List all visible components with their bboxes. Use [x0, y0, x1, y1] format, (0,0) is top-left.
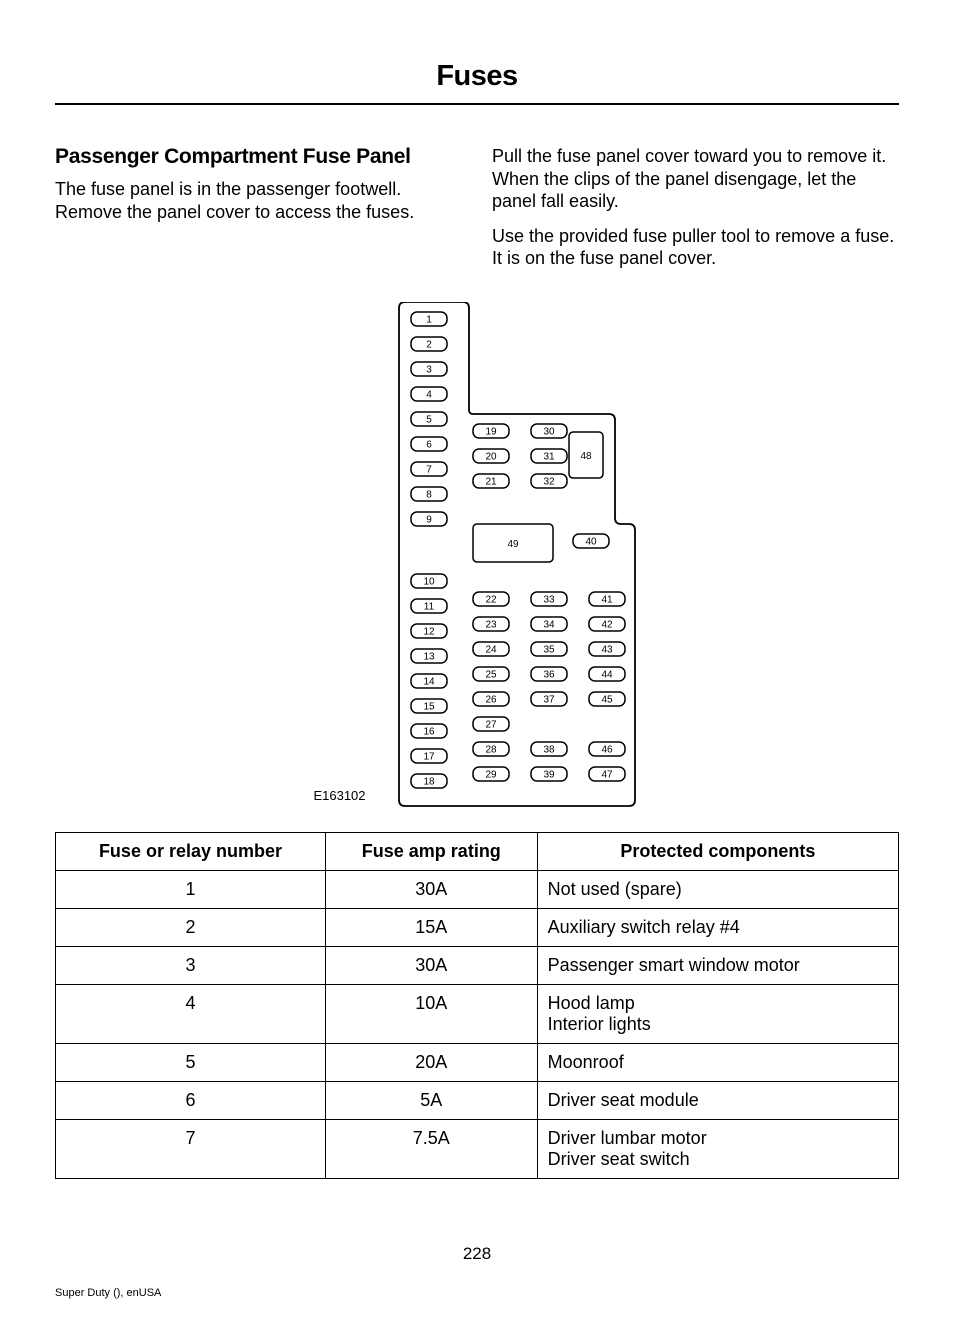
svg-text:4: 4 — [426, 389, 432, 400]
cell-fuse-rating: 10A — [325, 984, 537, 1043]
svg-text:5: 5 — [426, 414, 432, 425]
svg-text:20: 20 — [485, 451, 497, 462]
cell-fuse-rating: 20A — [325, 1043, 537, 1081]
svg-text:13: 13 — [423, 651, 435, 662]
diagram-reference: E163102 — [313, 788, 365, 807]
table-row: 520AMoonroof — [56, 1043, 899, 1081]
page-title: Fuses — [55, 60, 899, 105]
svg-text:42: 42 — [601, 619, 613, 630]
footer-text: Super Duty (), enUSA — [55, 1287, 161, 1299]
svg-text:24: 24 — [485, 644, 497, 655]
svg-text:31: 31 — [543, 451, 555, 462]
left-column: Passenger Compartment Fuse Panel The fus… — [55, 145, 462, 282]
cell-fuse-rating: 15A — [325, 908, 537, 946]
cell-fuse-number: 6 — [56, 1081, 326, 1119]
svg-text:18: 18 — [423, 776, 435, 787]
svg-text:1: 1 — [426, 314, 432, 325]
svg-text:23: 23 — [485, 619, 497, 630]
svg-text:28: 28 — [485, 744, 497, 755]
cell-components: Not used (spare) — [537, 870, 898, 908]
fuse-panel-diagram: 1234567891011121314151617181930203121324… — [381, 302, 641, 807]
cell-fuse-rating: 7.5A — [325, 1119, 537, 1178]
svg-text:7: 7 — [426, 464, 432, 475]
two-column-intro: Passenger Compartment Fuse Panel The fus… — [55, 145, 899, 282]
table-row: 130ANot used (spare) — [56, 870, 899, 908]
svg-text:41: 41 — [601, 594, 613, 605]
cell-components: Driver lumbar motorDriver seat switch — [537, 1119, 898, 1178]
svg-text:38: 38 — [543, 744, 555, 755]
cell-components: Moonroof — [537, 1043, 898, 1081]
svg-text:27: 27 — [485, 719, 497, 730]
svg-text:10: 10 — [423, 576, 435, 587]
svg-text:46: 46 — [601, 744, 613, 755]
svg-text:9: 9 — [426, 514, 432, 525]
svg-text:40: 40 — [585, 536, 597, 547]
svg-text:19: 19 — [485, 426, 497, 437]
cell-components: Driver seat module — [537, 1081, 898, 1119]
svg-text:25: 25 — [485, 669, 497, 680]
svg-text:35: 35 — [543, 644, 555, 655]
svg-text:22: 22 — [485, 594, 497, 605]
cell-components: Hood lampInterior lights — [537, 984, 898, 1043]
cell-fuse-number: 3 — [56, 946, 326, 984]
svg-text:12: 12 — [423, 626, 435, 637]
left-paragraph: The fuse panel is in the passenger footw… — [55, 178, 462, 223]
page-number: 228 — [0, 1244, 954, 1264]
right-paragraph-1: Pull the fuse panel cover toward you to … — [492, 145, 899, 213]
right-paragraph-2: Use the provided fuse puller tool to rem… — [492, 225, 899, 270]
svg-text:14: 14 — [423, 676, 435, 687]
cell-fuse-number: 5 — [56, 1043, 326, 1081]
svg-text:26: 26 — [485, 694, 497, 705]
cell-fuse-rating: 5A — [325, 1081, 537, 1119]
table-row: 215AAuxiliary switch relay #4 — [56, 908, 899, 946]
svg-text:6: 6 — [426, 439, 432, 450]
svg-text:2: 2 — [426, 339, 432, 350]
svg-text:44: 44 — [601, 669, 613, 680]
svg-text:47: 47 — [601, 769, 613, 780]
svg-text:30: 30 — [543, 426, 555, 437]
cell-fuse-rating: 30A — [325, 870, 537, 908]
table-row: 410AHood lampInterior lights — [56, 984, 899, 1043]
table-row: 65ADriver seat module — [56, 1081, 899, 1119]
svg-text:21: 21 — [485, 476, 497, 487]
fuse-table: Fuse or relay number Fuse amp rating Pro… — [55, 832, 899, 1179]
svg-text:17: 17 — [423, 751, 435, 762]
svg-text:33: 33 — [543, 594, 555, 605]
svg-text:3: 3 — [426, 364, 432, 375]
svg-text:8: 8 — [426, 489, 432, 500]
right-column: Pull the fuse panel cover toward you to … — [492, 145, 899, 282]
svg-text:34: 34 — [543, 619, 555, 630]
svg-text:45: 45 — [601, 694, 613, 705]
table-row: 77.5ADriver lumbar motorDriver seat swit… — [56, 1119, 899, 1178]
svg-text:29: 29 — [485, 769, 497, 780]
cell-fuse-number: 7 — [56, 1119, 326, 1178]
svg-text:11: 11 — [423, 601, 434, 612]
svg-text:37: 37 — [543, 694, 555, 705]
table-row: 330APassenger smart window motor — [56, 946, 899, 984]
col-header-components: Protected components — [537, 832, 898, 870]
cell-fuse-number: 1 — [56, 870, 326, 908]
svg-text:32: 32 — [543, 476, 555, 487]
cell-fuse-rating: 30A — [325, 946, 537, 984]
col-header-rating: Fuse amp rating — [325, 832, 537, 870]
svg-text:16: 16 — [423, 726, 435, 737]
section-heading: Passenger Compartment Fuse Panel — [55, 145, 462, 168]
cell-components: Auxiliary switch relay #4 — [537, 908, 898, 946]
svg-text:36: 36 — [543, 669, 555, 680]
cell-fuse-number: 4 — [56, 984, 326, 1043]
table-header-row: Fuse or relay number Fuse amp rating Pro… — [56, 832, 899, 870]
cell-components: Passenger smart window motor — [537, 946, 898, 984]
cell-fuse-number: 2 — [56, 908, 326, 946]
svg-text:15: 15 — [423, 701, 435, 712]
col-header-number: Fuse or relay number — [56, 832, 326, 870]
svg-text:39: 39 — [543, 769, 555, 780]
svg-text:49: 49 — [507, 539, 519, 550]
svg-text:43: 43 — [601, 644, 613, 655]
fuse-diagram-wrap: E163102 12345678910111213141516171819302… — [55, 302, 899, 807]
svg-text:48: 48 — [580, 451, 592, 462]
